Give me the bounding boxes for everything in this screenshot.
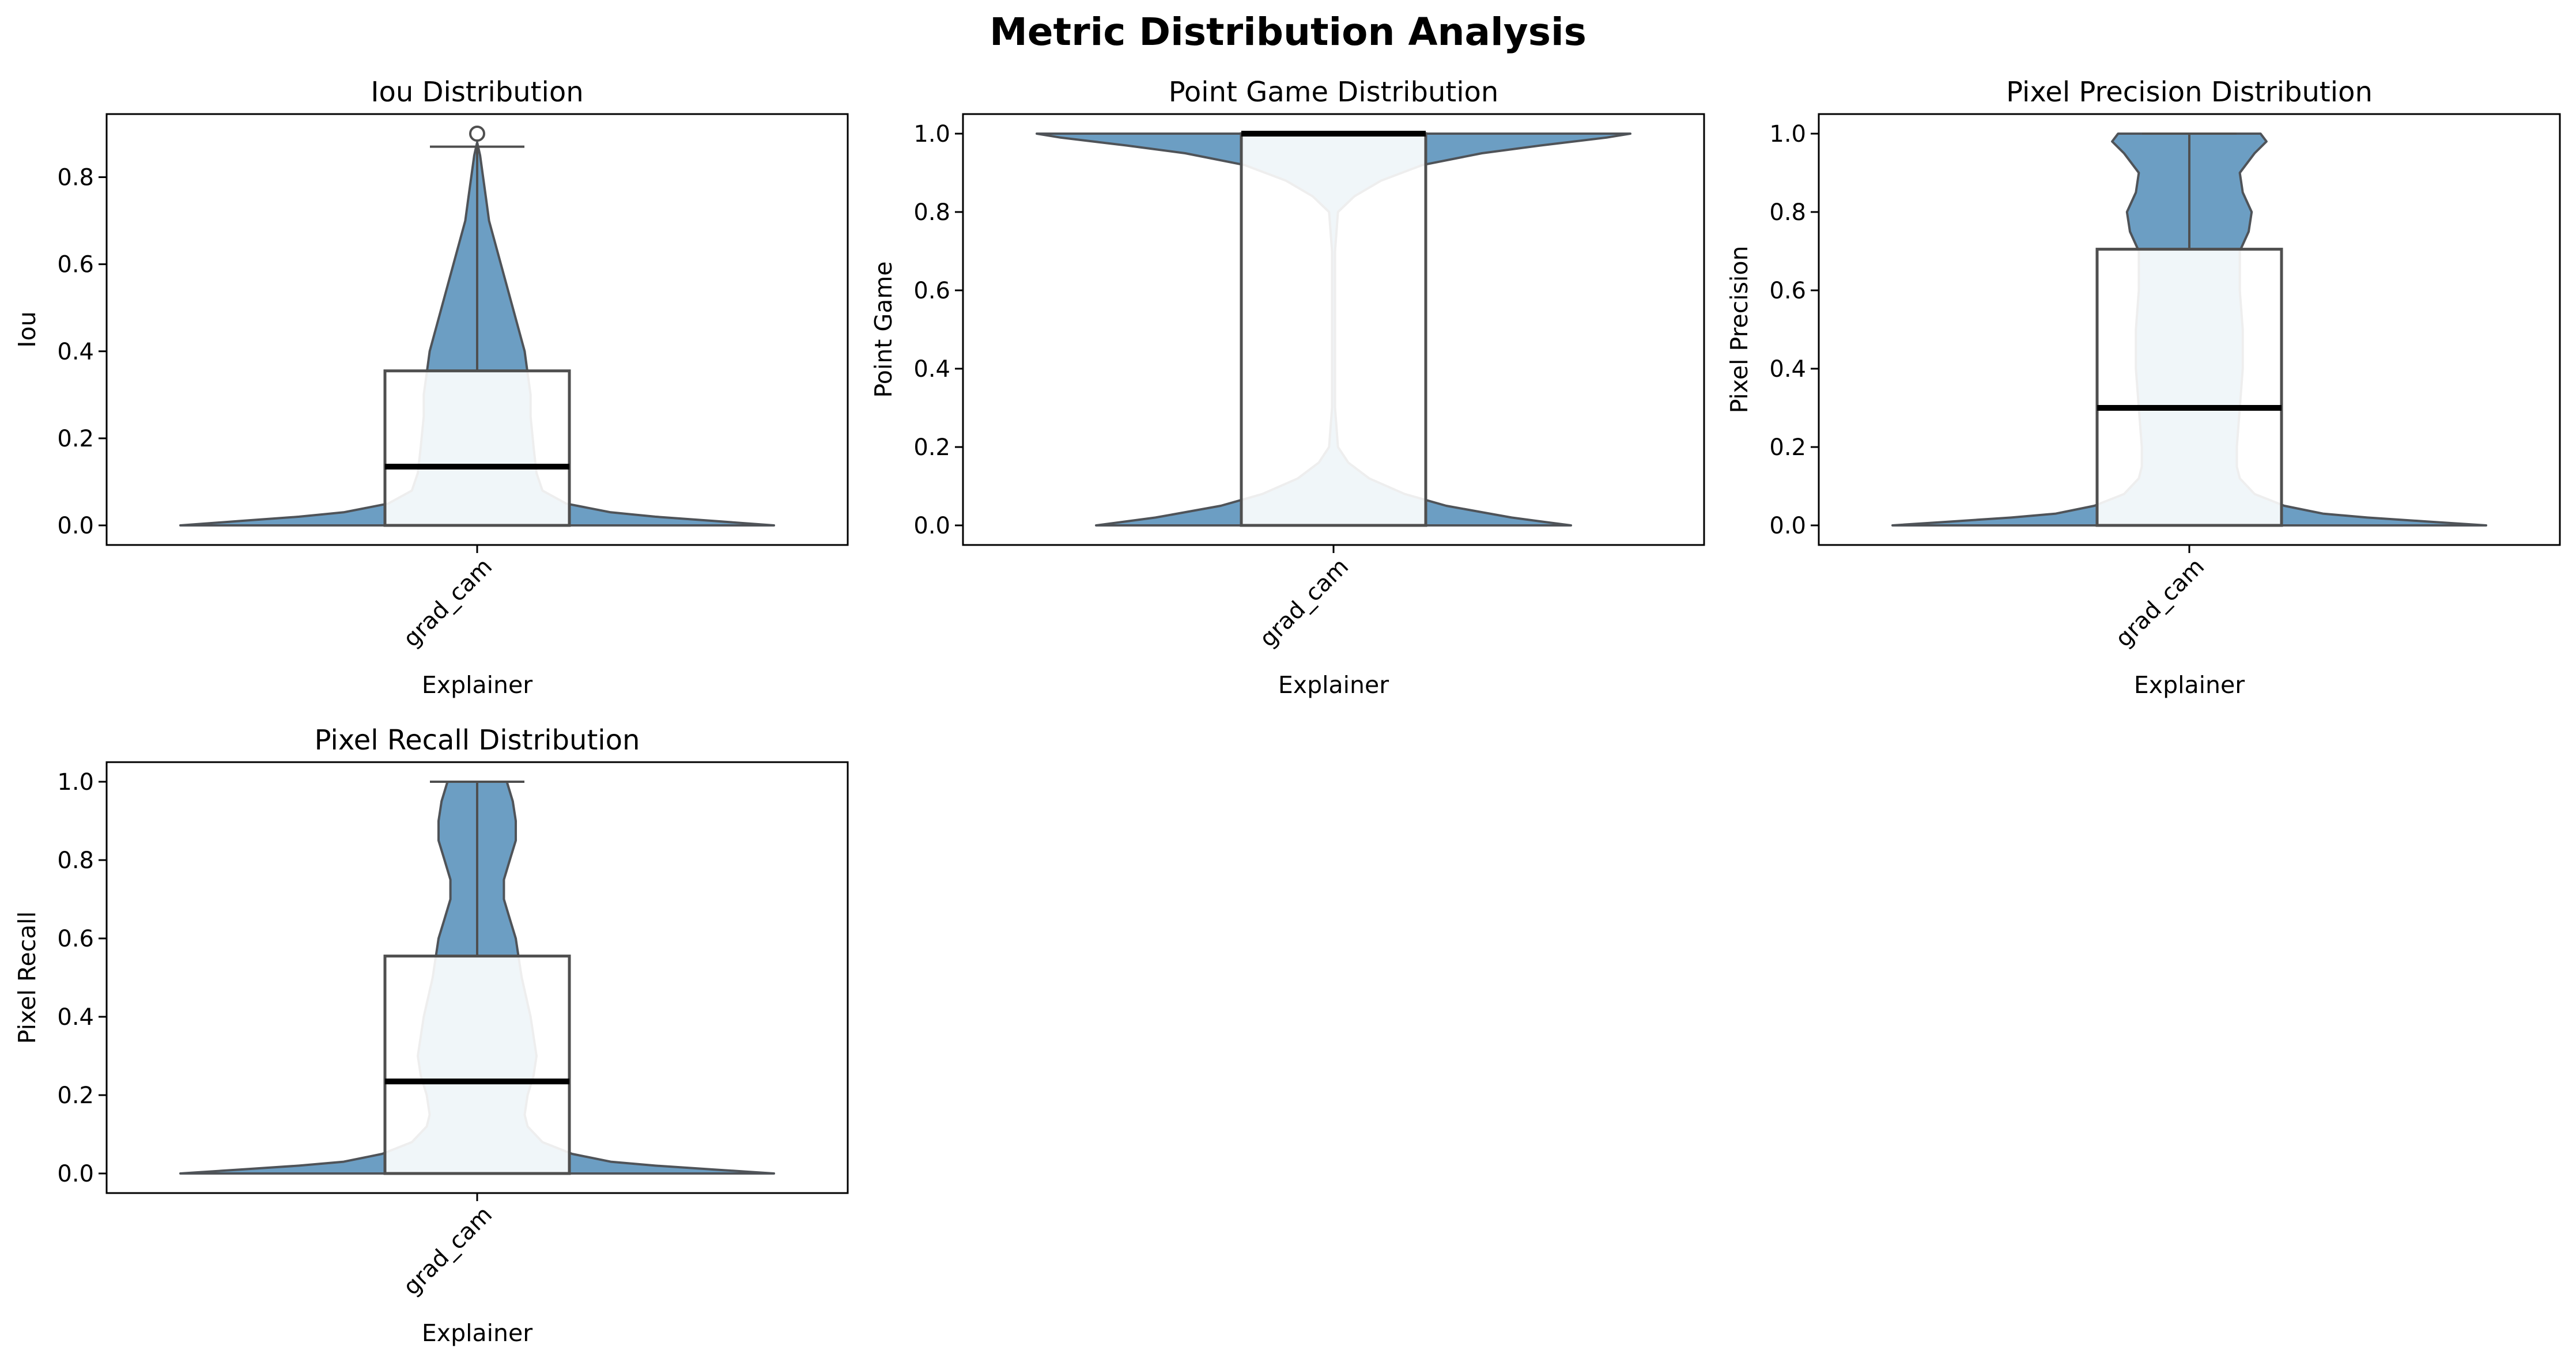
- x-axis-label: Explainer: [2134, 671, 2245, 699]
- y-tick-label: 0.2: [1769, 434, 1806, 461]
- x-axis-label: Explainer: [1278, 671, 1389, 699]
- subplot-title: Point Game Distribution: [1169, 76, 1499, 108]
- figure-title: Metric Distribution Analysis: [989, 10, 1587, 54]
- subplot-2: Point Game Distribution 0.0 0.2 0.4 0.6 0.8 1.…: [870, 76, 1705, 699]
- x-axis-label: Explainer: [422, 671, 532, 699]
- subplot-4: Pixel Recall Distribution 0.0 0.2 0.4 0.6 0.8…: [13, 724, 849, 1347]
- y-tick-label: 0.8: [1769, 199, 1806, 226]
- subplot-title: Iou Distribution: [371, 76, 583, 108]
- x-tick-label: grad_cam: [398, 1202, 497, 1301]
- y-tick-label: 0.2: [57, 1082, 94, 1109]
- y-axis-label: Iou: [13, 311, 41, 347]
- y-tick-label: 0.0: [1769, 513, 1806, 539]
- y-axis-label: Pixel Recall: [13, 911, 41, 1044]
- subplot-1: Iou Distribution 0.0 0.2 0.4 0.6 0.8 grad_cam E…: [13, 76, 849, 699]
- box-iqr: [383, 369, 571, 527]
- y-tick-label: 0.2: [57, 426, 94, 452]
- y-axis-label: Pixel Precision: [1725, 246, 1753, 414]
- y-tick-label: 0.0: [57, 1161, 94, 1187]
- y-tick-label: 0.2: [913, 434, 950, 461]
- box-iqr: [2095, 248, 2283, 527]
- y-tick-label: 0.8: [913, 199, 950, 226]
- y-tick-label: 0.4: [57, 1004, 94, 1031]
- y-tick-label: 0.4: [1769, 356, 1806, 383]
- box-iqr: [383, 955, 571, 1175]
- box-iqr: [1240, 132, 1427, 527]
- y-tick-label: 0.6: [913, 278, 950, 304]
- y-tick-label: 0.4: [57, 339, 94, 365]
- y-tick-label: 1.0: [1769, 121, 1806, 147]
- y-tick-label: 1.0: [57, 769, 94, 796]
- subplot-title: Pixel Recall Distribution: [315, 724, 640, 756]
- y-tick-label: 0.6: [57, 926, 94, 952]
- x-tick-label: grad_cam: [2110, 554, 2209, 653]
- y-axis-label: Point Game: [870, 262, 897, 398]
- y-tick-label: 0.8: [57, 165, 94, 191]
- outlier-point: [469, 126, 485, 142]
- y-tick-label: 0.0: [57, 513, 94, 539]
- y-tick-label: 1.0: [913, 121, 950, 147]
- y-tick-label: 0.0: [913, 513, 950, 539]
- y-tick-label: 0.8: [57, 847, 94, 874]
- y-tick-label: 0.6: [1769, 278, 1806, 304]
- y-tick-label: 0.6: [57, 252, 94, 278]
- x-tick-label: grad_cam: [1255, 554, 1354, 653]
- subplot-3: Pixel Precision Distribution 0.0 0.2 0.4 0.6…: [1725, 76, 2561, 699]
- x-axis-label: Explainer: [422, 1319, 532, 1347]
- subplot-title: Pixel Precision Distribution: [2006, 76, 2373, 108]
- y-tick-label: 0.4: [913, 356, 950, 383]
- x-tick-label: grad_cam: [398, 554, 497, 653]
